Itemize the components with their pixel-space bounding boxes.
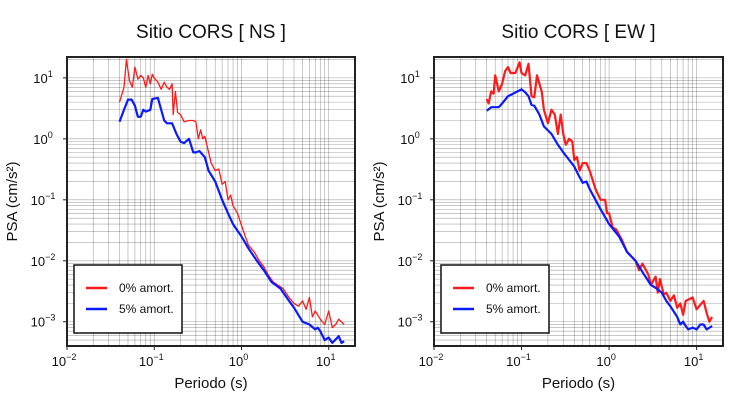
tick-base: 10	[596, 354, 610, 369]
y-tick-label: 100	[33, 130, 52, 147]
x-tick-label: 10−1	[506, 352, 531, 369]
tick-exponent: −3	[412, 313, 422, 323]
tick-base: 10	[398, 254, 412, 269]
tick-base: 10	[419, 354, 433, 369]
y-tick-label: 100	[400, 130, 419, 147]
tick-exponent: −3	[45, 313, 55, 323]
plot-frame	[66, 56, 356, 347]
series-line-5pct	[486, 88, 713, 331]
y-tick-label: 10−2	[31, 252, 56, 269]
chart-title: Sitio CORS [ EW ]	[501, 22, 655, 43]
tick-exponent: −2	[433, 352, 443, 362]
y-tick-label: 10−1	[31, 191, 56, 208]
tick-exponent: −1	[412, 191, 422, 201]
tick-exponent: −1	[521, 352, 531, 362]
tick-base: 10	[316, 354, 330, 369]
x-tick-label: 10−2	[52, 352, 77, 369]
legend-label-0pct: 0% amort.	[119, 281, 174, 295]
tick-base: 10	[33, 132, 47, 147]
tick-exponent: 1	[698, 352, 703, 362]
y-tick-label: 10−1	[398, 191, 423, 208]
y-axis-label: PSA (cm/s²)	[4, 161, 21, 241]
tick-exponent: −1	[153, 352, 163, 362]
x-tick-label: 101	[684, 352, 703, 369]
tick-exponent: 1	[330, 352, 335, 362]
tick-base: 10	[398, 315, 412, 330]
tick-base: 10	[398, 193, 412, 208]
x-tick-label: 10−2	[419, 352, 444, 369]
legend-label-5pct: 5% amort.	[486, 302, 541, 316]
tick-base: 10	[684, 354, 698, 369]
tick-base: 10	[400, 132, 414, 147]
legend: 0% amort. 5% amort.	[73, 264, 183, 334]
y-tick-label: 101	[400, 69, 419, 86]
tick-exponent: −2	[45, 252, 55, 262]
tick-base: 10	[139, 354, 153, 369]
tick-exponent: −2	[412, 252, 422, 262]
tick-exponent: −2	[66, 352, 76, 362]
tick-base: 10	[31, 254, 45, 269]
legend-label-0pct: 0% amort.	[486, 281, 541, 295]
x-axis-label: Periodo (s)	[542, 375, 615, 392]
tick-base: 10	[31, 315, 45, 330]
plot-frame	[433, 56, 724, 347]
tick-base: 10	[33, 71, 47, 86]
legend-label-5pct: 5% amort.	[119, 302, 174, 316]
series-line-0pct	[118, 58, 345, 329]
tick-exponent: −1	[45, 191, 55, 201]
tick-exponent: 0	[415, 130, 420, 140]
tick-base: 10	[506, 354, 520, 369]
y-axis-label: PSA (cm/s²)	[371, 161, 388, 241]
tick-exponent: 1	[48, 69, 53, 79]
chart-title: Sitio CORS [ NS ]	[136, 22, 286, 43]
tick-base: 10	[229, 354, 243, 369]
tick-exponent: 0	[611, 352, 616, 362]
tick-exponent: 1	[415, 69, 420, 79]
tick-base: 10	[31, 193, 45, 208]
tick-exponent: 0	[48, 130, 53, 140]
x-axis-label: Periodo (s)	[174, 375, 247, 392]
x-tick-label: 10−1	[139, 352, 164, 369]
y-tick-label: 10−3	[398, 313, 423, 330]
tick-base: 10	[52, 354, 66, 369]
y-tick-label: 101	[33, 69, 52, 86]
y-tick-label: 10−2	[398, 252, 423, 269]
legend-box	[73, 264, 183, 334]
x-tick-label: 100	[596, 352, 615, 369]
series-line-5pct	[118, 96, 345, 344]
tick-exponent: 0	[243, 352, 248, 362]
y-tick-label: 10−3	[31, 313, 56, 330]
legend: 0% amort. 5% amort.	[440, 264, 550, 334]
tick-base: 10	[400, 71, 414, 86]
legend-box	[440, 264, 550, 334]
series-line-0pct	[485, 61, 714, 323]
x-tick-label: 100	[229, 352, 248, 369]
x-tick-label: 101	[316, 352, 335, 369]
